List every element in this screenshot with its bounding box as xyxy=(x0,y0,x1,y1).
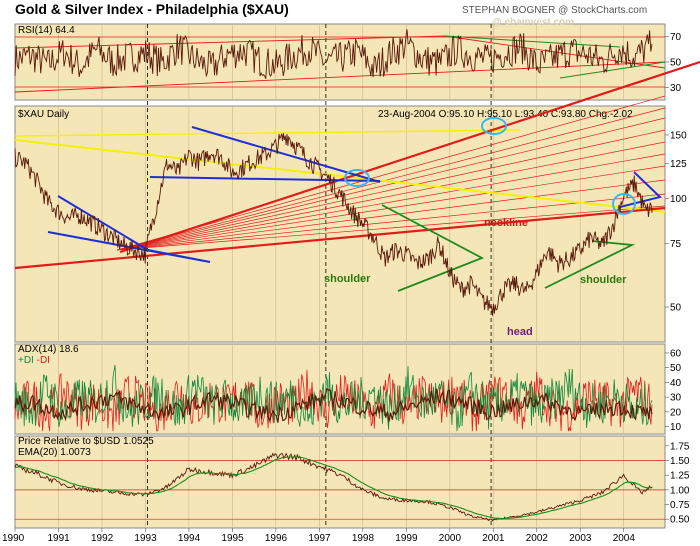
y-tick-label: 20 xyxy=(670,407,682,418)
y-tick-label: 60 xyxy=(670,348,682,359)
relative-panel xyxy=(14,435,666,529)
fan-line xyxy=(117,193,666,251)
y-tick-label: 1.50 xyxy=(670,456,690,467)
x-axis: 1990 1991 1992 1993 1994 1995 1996 1997 1998 1999… xyxy=(2,528,635,544)
price-panel xyxy=(14,105,666,343)
x-tick-label: 1996 xyxy=(265,533,288,544)
yellow-trendlines xyxy=(14,129,666,213)
price-line xyxy=(14,133,653,316)
fan-line xyxy=(117,107,666,251)
y-tick-label: 50 xyxy=(670,58,682,69)
fan-line xyxy=(117,153,666,251)
highlight-circle xyxy=(612,193,636,215)
fan-lines xyxy=(117,95,666,251)
highlight-circle xyxy=(481,117,507,135)
y-tick-label: 1.25 xyxy=(670,471,690,482)
fan-line xyxy=(117,141,666,251)
chart-title: Gold & Silver Index - Philadelphia ($XAU… xyxy=(15,1,289,17)
adx-label: ADX(14) 18.6 xyxy=(18,344,79,355)
price-info: 23-Aug-2004 O:95.10 H:95.10 L:93.40 C:93… xyxy=(378,109,633,120)
x-tick-label: 1991 xyxy=(47,533,70,544)
x-tick-label: 1992 xyxy=(91,533,114,544)
event-markers xyxy=(147,24,492,528)
plus-di-line xyxy=(14,364,653,432)
annotation-head: head xyxy=(507,326,533,338)
y-tick-label: 70 xyxy=(670,32,682,43)
x-tick-label: 1995 xyxy=(221,533,244,544)
y-tick-label: 1.75 xyxy=(670,441,690,452)
x-tick-label: 2002 xyxy=(526,533,549,544)
annotation-neckline: neckline xyxy=(484,217,528,229)
highlight-circle xyxy=(344,169,370,187)
adx-legend: +DI -DI xyxy=(18,355,50,366)
y-tick-label: 10 xyxy=(670,422,682,433)
adx-line xyxy=(14,387,653,423)
rsi-label: RSI(14) 64.4 xyxy=(18,25,75,36)
y-tick-label: 1.00 xyxy=(670,485,690,496)
x-tick-label: 2004 xyxy=(613,533,636,544)
annotation-left-shoulder: shoulder xyxy=(324,273,371,285)
x-tick-label: 1998 xyxy=(352,533,375,544)
x-tick-label: 1999 xyxy=(395,533,418,544)
main-red-trendline xyxy=(119,60,700,254)
green-trendlines xyxy=(381,204,636,292)
fan-line xyxy=(117,179,666,251)
y-tick-label: 30 xyxy=(670,393,682,404)
x-tick-label: 1997 xyxy=(308,533,331,544)
x-tick-label: 1990 xyxy=(2,533,25,544)
neckline-line xyxy=(14,206,666,270)
y-tick-label: 0.50 xyxy=(670,515,690,526)
y-tick-label: 125 xyxy=(670,159,687,170)
fan-line xyxy=(117,165,666,251)
fan-line xyxy=(117,129,666,251)
x-tick-label: 1993 xyxy=(134,533,157,544)
chart-credit: STEPHAN BOGNER @ StockCharts.com xyxy=(462,5,647,16)
relative-line xyxy=(14,452,653,522)
fan-line xyxy=(117,117,666,251)
y-tick-label: 40 xyxy=(670,378,682,389)
x-tick-label: 2000 xyxy=(439,533,462,544)
fan-line xyxy=(117,95,666,251)
x-tick-label: 2003 xyxy=(569,533,592,544)
x-tick-label: 2001 xyxy=(482,533,505,544)
y-tick-label: 50 xyxy=(670,303,682,314)
rsi-line xyxy=(14,29,653,79)
rsi-trendlines xyxy=(14,35,666,93)
relative-label: Price Relative to $USD 1.0525 xyxy=(18,436,154,447)
y-tick-label: 100 xyxy=(670,194,687,205)
y-tick-label: 150 xyxy=(670,130,687,141)
watermark: @ ebainvest.com xyxy=(492,17,574,28)
minus-di-line xyxy=(14,369,653,432)
ema-label: EMA(20) 1.0073 xyxy=(18,447,91,458)
y-tick-label: 50 xyxy=(670,363,682,374)
fan-line xyxy=(117,205,666,251)
annotation-right-shoulder: shoulder xyxy=(580,274,627,286)
price-label: $XAU Daily xyxy=(18,109,69,120)
y-tick-label: 0.75 xyxy=(670,500,690,511)
x-tick-label: 1994 xyxy=(178,533,201,544)
ema-line xyxy=(14,456,653,520)
y-tick-label: 75 xyxy=(670,239,682,250)
y-tick-label: 30 xyxy=(670,83,682,94)
